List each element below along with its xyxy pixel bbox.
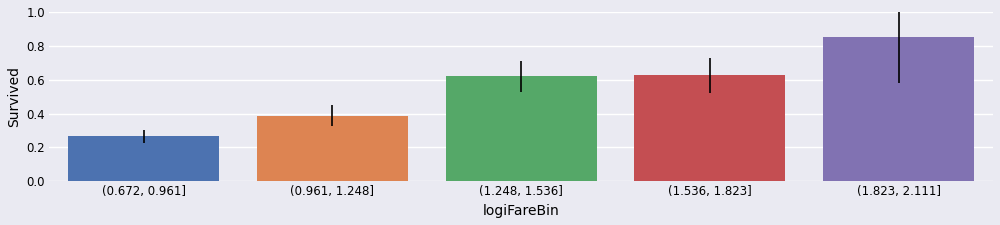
Bar	[68, 136, 219, 181]
Bar	[823, 36, 974, 181]
Bar	[634, 75, 785, 181]
Bar	[446, 76, 597, 181]
Bar	[257, 116, 408, 181]
X-axis label: logiFareBin: logiFareBin	[483, 204, 560, 218]
Y-axis label: Survived: Survived	[7, 66, 21, 127]
